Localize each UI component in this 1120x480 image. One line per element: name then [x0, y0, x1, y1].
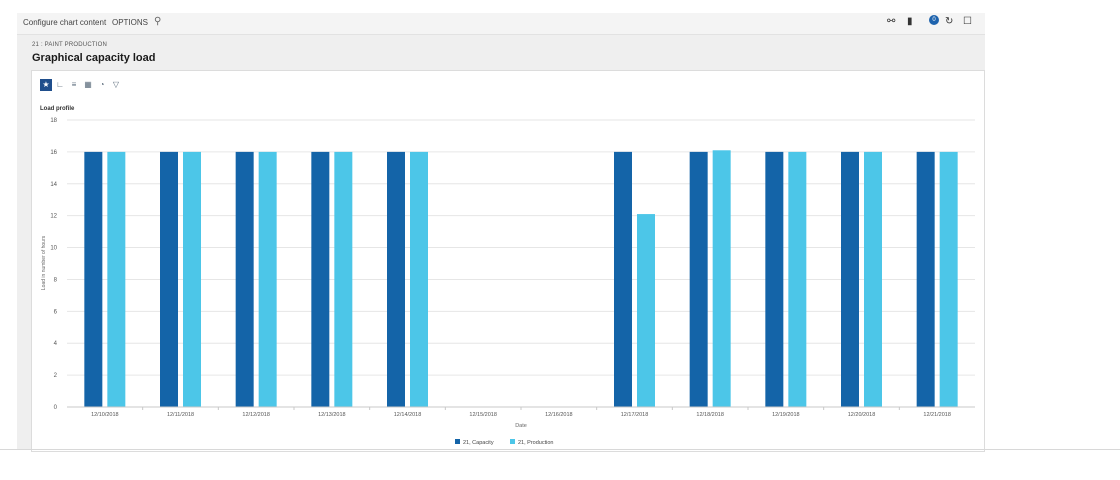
- bar-capacity: [765, 151, 784, 407]
- notification-badge: 0: [929, 15, 939, 25]
- configure-chart-content-button[interactable]: Configure chart content: [23, 18, 107, 27]
- x-tick-label: 12/10/2018: [91, 412, 119, 418]
- pie-chart-icon[interactable]: ◔: [99, 80, 105, 89]
- popout-icon[interactable]: ☐: [963, 16, 972, 27]
- bar-production: [788, 151, 807, 407]
- bar-capacity: [614, 151, 632, 407]
- bar-capacity: [84, 151, 103, 407]
- y-tick-label: 10: [50, 246, 57, 252]
- legend-label: 21, Production: [518, 440, 553, 446]
- bar-production: [410, 151, 428, 407]
- y-tick-label: 12: [50, 214, 57, 220]
- y-axis-label: Load in number of hours: [41, 235, 47, 290]
- bar-production: [864, 151, 882, 407]
- office-icon[interactable]: ▮: [907, 16, 913, 27]
- y-tick-label: 8: [54, 277, 58, 283]
- bar-production: [258, 151, 277, 407]
- filter-icon[interactable]: ▽: [112, 80, 120, 89]
- y-tick-label: 2: [54, 373, 58, 379]
- legend: 21, Capacity 21, Production: [455, 439, 553, 446]
- x-axis-label: Date: [515, 423, 527, 429]
- x-tick-label: 12/12/2018: [242, 412, 270, 418]
- bar-capacity: [841, 151, 859, 407]
- bar-production: [712, 150, 731, 408]
- bar-capacity: [160, 151, 178, 407]
- x-tick-label: 12/18/2018: [696, 412, 724, 418]
- star-icon[interactable]: ★: [40, 79, 52, 91]
- gridlines: [67, 119, 975, 376]
- bar-capacity: [387, 151, 405, 407]
- y-tick-label: 14: [50, 182, 57, 188]
- link-icon[interactable]: ⚯: [887, 16, 896, 27]
- search-icon[interactable]: ⚲: [154, 16, 162, 27]
- bottom-divider: [0, 449, 1120, 450]
- x-tick-label: 12/21/2018: [923, 412, 951, 418]
- chart-title: Load profile: [40, 106, 75, 112]
- y-tick-label: 4: [54, 341, 58, 347]
- bar-production: [183, 151, 201, 407]
- bar-capacity: [689, 151, 708, 407]
- legend-swatch-production: [510, 439, 515, 444]
- y-tick-label: 16: [50, 150, 57, 156]
- refresh-icon[interactable]: ↻: [945, 16, 954, 27]
- bar-capacity: [311, 151, 330, 407]
- y-tick-label: 0: [54, 405, 58, 411]
- line-chart-icon[interactable]: ∟: [56, 80, 64, 89]
- action-bar: Configure chart content OPTIONS ⚲ ⚯ ▮ 0 …: [17, 13, 985, 35]
- page-title: Graphical capacity load: [32, 52, 156, 64]
- bar-capacity: [916, 151, 935, 407]
- y-tick-label: 18: [50, 118, 57, 124]
- bars: [84, 150, 958, 408]
- x-tick-label: 12/13/2018: [318, 412, 346, 418]
- bar-production: [334, 151, 353, 407]
- column-chart-icon[interactable]: ▦: [84, 80, 92, 89]
- x-tick-label: 12/15/2018: [469, 412, 497, 418]
- x-tick-label: 12/14/2018: [394, 412, 422, 418]
- y-tick-label: 6: [54, 309, 58, 315]
- bar-chart-icon[interactable]: ≡: [71, 80, 77, 89]
- breadcrumb: 21 : PAINT PRODUCTION: [32, 42, 107, 48]
- legend-label: 21, Capacity: [463, 440, 494, 446]
- app-window: Configure chart content OPTIONS ⚲ ⚯ ▮ 0 …: [17, 13, 985, 452]
- bar-capacity: [235, 151, 254, 407]
- legend-swatch-capacity: [455, 439, 460, 444]
- x-tick-label: 12/17/2018: [621, 412, 649, 418]
- x-tick-label: 12/20/2018: [848, 412, 876, 418]
- bar-production: [637, 214, 655, 407]
- x-tick-label: 12/16/2018: [545, 412, 573, 418]
- options-menu[interactable]: OPTIONS: [112, 18, 149, 27]
- x-tick-label: 12/19/2018: [772, 412, 800, 418]
- x-axis-ticks: 12/10/2018 12/11/2018 12/12/2018 12/13/2018…: [91, 407, 951, 418]
- y-axis-ticks: 0 2 4 6 8 10 12 14 16 18: [50, 118, 57, 411]
- bar-production: [107, 151, 126, 407]
- x-tick-label: 12/11/2018: [167, 412, 194, 418]
- bar-production: [939, 151, 958, 407]
